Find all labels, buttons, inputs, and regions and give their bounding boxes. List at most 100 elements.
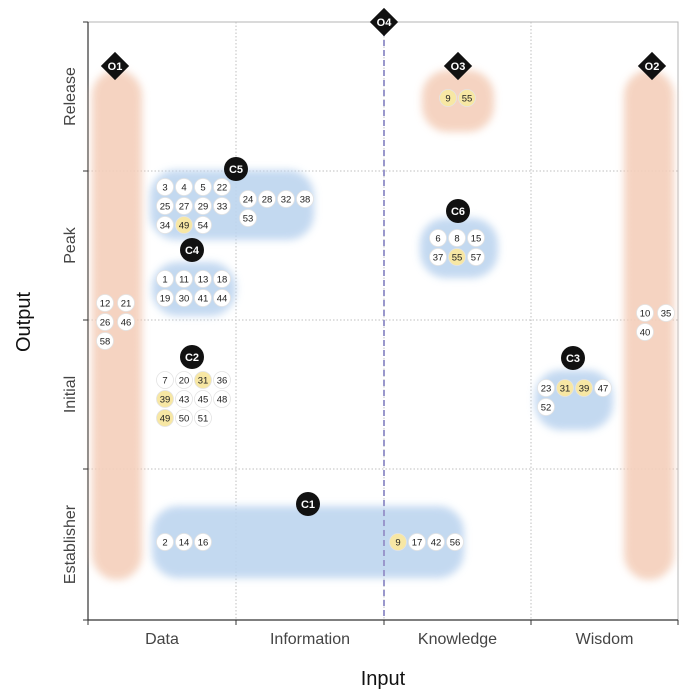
node-label: 14 — [179, 538, 190, 549]
node-circle — [96, 313, 114, 331]
node-circle — [657, 304, 675, 322]
node-circle — [175, 270, 193, 288]
cluster-badge-label: C5 — [229, 164, 243, 176]
node-label: 4 — [181, 183, 186, 194]
node-label: 48 — [217, 395, 228, 406]
node-circle — [175, 409, 193, 427]
node-circle — [156, 289, 174, 307]
cluster-badge-c1 — [296, 492, 320, 516]
node-circle — [156, 409, 174, 427]
node-label: 26 — [100, 318, 111, 329]
node-label: 10 — [640, 309, 651, 320]
node-label: 49 — [160, 414, 171, 425]
node-circle — [427, 533, 445, 551]
node-circle — [175, 533, 193, 551]
node-circle — [194, 289, 212, 307]
node-label: 19 — [160, 294, 171, 305]
node-circle — [213, 390, 231, 408]
node-circle — [296, 190, 314, 208]
node-circle — [429, 248, 447, 266]
node-circle — [448, 229, 466, 247]
node-circle — [467, 248, 485, 266]
node-label: 11 — [179, 275, 189, 286]
node-label: 42 — [431, 538, 442, 549]
node-label: 36 — [217, 376, 228, 387]
node-label: 53 — [243, 214, 254, 225]
node-circle — [213, 289, 231, 307]
cluster-region-c1 — [152, 506, 464, 578]
node-label: 57 — [471, 253, 482, 264]
node-label: 50 — [179, 414, 190, 425]
outlier-badge-o1 — [100, 51, 130, 81]
node-circle — [156, 390, 174, 408]
node-label: 3 — [162, 183, 167, 194]
cluster-badge-label: C2 — [185, 352, 199, 364]
node-label: 52 — [541, 403, 552, 414]
node-circle — [175, 178, 193, 196]
node-circle — [636, 323, 654, 341]
node-circle — [96, 332, 114, 350]
cluster-badge-c5 — [224, 157, 248, 181]
outlier-badge-label: O2 — [645, 61, 660, 73]
node-circle — [389, 533, 407, 551]
node-label: 31 — [198, 376, 209, 387]
cluster-badge-c4 — [180, 238, 204, 262]
node-label: 16 — [198, 538, 209, 549]
y-tick-label: Establisher — [62, 504, 79, 584]
node-circle — [156, 533, 174, 551]
node-label: 33 — [217, 202, 228, 213]
cluster-badge-c2 — [180, 345, 204, 369]
cluster-region-c3 — [535, 370, 613, 430]
node-label: 35 — [661, 309, 672, 320]
node-circle — [194, 178, 212, 196]
node-label: 9 — [445, 94, 450, 105]
node-circle — [194, 197, 212, 215]
node-circle — [156, 178, 174, 196]
y-tick-label: Initial — [62, 376, 79, 413]
cluster-region-c6 — [420, 218, 498, 278]
node-label: 2 — [162, 538, 167, 549]
node-circle — [213, 270, 231, 288]
outlier-badge-o2 — [637, 51, 667, 81]
node-circle — [156, 270, 174, 288]
node-label: 24 — [243, 195, 254, 206]
node-label: 13 — [198, 275, 209, 286]
node-label: 25 — [160, 202, 171, 213]
cluster-badge-label: C4 — [185, 245, 200, 257]
node-circle — [213, 197, 231, 215]
node-label: 51 — [198, 414, 209, 425]
node-circle — [446, 533, 464, 551]
node-label: 17 — [412, 538, 423, 549]
node-circle — [194, 390, 212, 408]
axis-layer: Input Output Data Information Knowledge Wis… — [13, 21, 679, 690]
outlier-region-o3 — [422, 70, 494, 132]
node-circle — [156, 197, 174, 215]
y-axis-title: Output — [13, 292, 35, 352]
node-label: 7 — [162, 376, 167, 387]
node-circle — [175, 390, 193, 408]
node-label: 28 — [262, 195, 273, 206]
node-label: 12 — [100, 299, 111, 310]
node-label: 55 — [452, 253, 463, 264]
node-circle — [408, 533, 426, 551]
node-circle — [439, 89, 457, 107]
node-label: 8 — [454, 234, 459, 245]
node-circle — [175, 197, 193, 215]
cluster-badge-label: C3 — [566, 353, 580, 365]
x-tick-label: Knowledge — [418, 631, 497, 648]
node-label: 55 — [462, 94, 473, 105]
node-circle — [239, 190, 257, 208]
x-tick-label: Wisdom — [576, 631, 634, 648]
y-tick-label: Release — [62, 67, 79, 126]
node-circle — [194, 533, 212, 551]
node-label: 43 — [179, 395, 190, 406]
node-circle — [213, 371, 231, 389]
node-circle — [117, 313, 135, 331]
node-label: 47 — [598, 384, 609, 395]
node-circle — [175, 216, 193, 234]
badge-layer: C1 C2 C3 C4 C5 C6 O1 O2 O3 O4 — [100, 7, 667, 516]
node-label: 38 — [300, 195, 311, 206]
outlier-badge-label: O1 — [108, 61, 123, 73]
node-label: 31 — [560, 384, 571, 395]
